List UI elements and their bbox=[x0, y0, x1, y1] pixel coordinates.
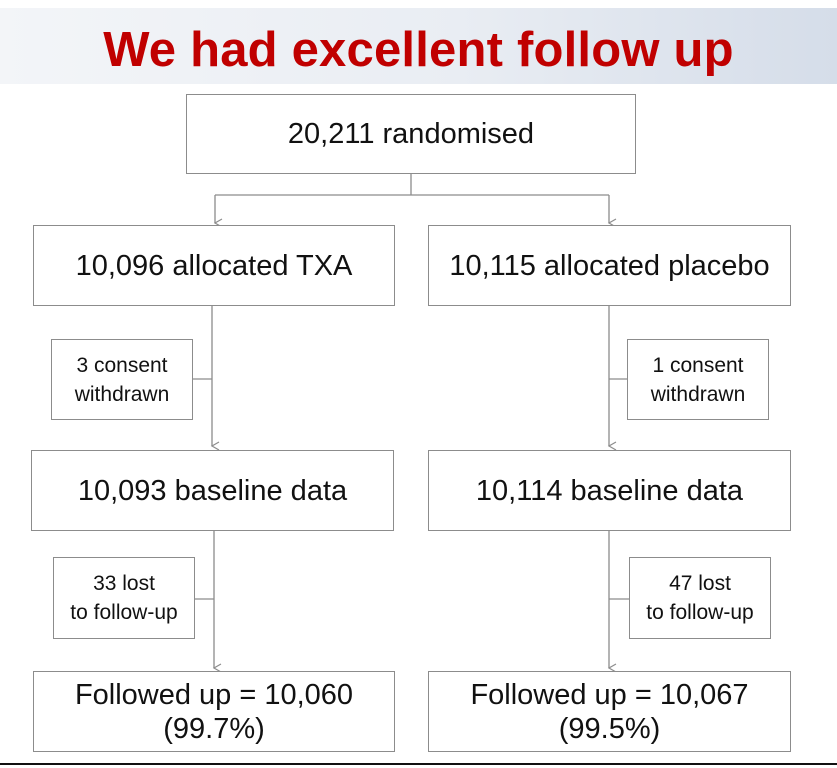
placebo-lost-box: 47 lost to follow-up bbox=[629, 557, 771, 639]
txa-withdrawn-line1: 3 consent bbox=[76, 353, 168, 377]
randomised-label: 20,211 randomised bbox=[287, 118, 535, 150]
txa-withdrawn-box: 3 consent withdrawn bbox=[51, 339, 193, 420]
placebo-allocated-label: 10,115 allocated placebo bbox=[449, 249, 770, 282]
placebo-withdrawn-box: 1 consent withdrawn bbox=[627, 339, 769, 420]
placebo-baseline-box: 10,114 baseline data bbox=[428, 450, 791, 531]
txa-followed-box: Followed up = 10,060 (99.7%) bbox=[33, 671, 395, 752]
title-band bbox=[0, 8, 837, 84]
txa-allocated-box: 10,096 allocated TXA bbox=[33, 225, 395, 306]
placebo-followed-box: Followed up = 10,067 (99.5%) bbox=[428, 671, 791, 752]
placebo-lost-line2: to follow-up bbox=[646, 601, 754, 624]
randomised-box: 20,211 randomised bbox=[186, 94, 636, 174]
placebo-followed-line1: Followed up = 10,067 bbox=[470, 678, 749, 711]
txa-lost-line1: 33 lost bbox=[93, 572, 155, 595]
txa-lost-box: 33 lost to follow-up bbox=[53, 557, 195, 639]
placebo-allocated-box: 10,115 allocated placebo bbox=[428, 225, 791, 306]
placebo-baseline-label: 10,114 baseline data bbox=[475, 474, 744, 507]
slide-title: We had excellent follow up bbox=[103, 23, 734, 77]
placebo-withdrawn-line1: 1 consent bbox=[652, 353, 744, 377]
bottom-rule bbox=[0, 763, 837, 765]
txa-withdrawn-line2: withdrawn bbox=[74, 382, 170, 406]
txa-lost-line2: to follow-up bbox=[70, 601, 178, 624]
placebo-followed-line2: (99.5%) bbox=[558, 712, 661, 745]
placebo-withdrawn-line2: withdrawn bbox=[650, 382, 746, 406]
txa-allocated-label: 10,096 allocated TXA bbox=[75, 249, 353, 282]
txa-followed-line1: Followed up = 10,060 bbox=[74, 678, 354, 711]
txa-baseline-box: 10,093 baseline data bbox=[31, 450, 394, 531]
placebo-lost-line1: 47 lost bbox=[669, 572, 731, 595]
txa-baseline-label: 10,093 baseline data bbox=[77, 474, 348, 507]
txa-followed-line2: (99.7%) bbox=[163, 712, 265, 745]
